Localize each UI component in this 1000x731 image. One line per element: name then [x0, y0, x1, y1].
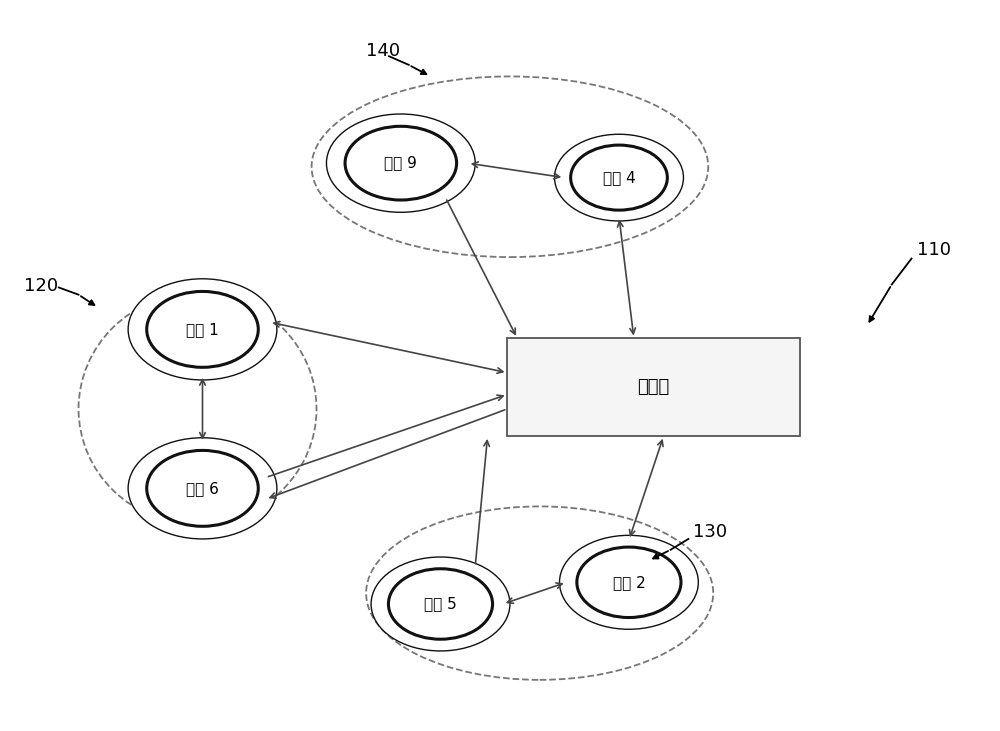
Bar — [507, 338, 800, 436]
Text: 节点 4: 节点 4 — [603, 170, 635, 185]
Ellipse shape — [555, 135, 683, 221]
Ellipse shape — [371, 557, 510, 651]
Text: 130: 130 — [693, 523, 728, 541]
Text: 节点 5: 节点 5 — [424, 596, 457, 611]
Text: 节点 9: 节点 9 — [384, 156, 417, 170]
Ellipse shape — [128, 438, 277, 539]
Ellipse shape — [128, 279, 277, 380]
Text: 节点 6: 节点 6 — [186, 481, 219, 496]
Ellipse shape — [560, 535, 698, 629]
Text: 120: 120 — [24, 277, 58, 295]
Text: 节点 1: 节点 1 — [186, 322, 219, 337]
Text: 140: 140 — [366, 42, 400, 60]
Text: 节点 2: 节点 2 — [613, 575, 645, 590]
Ellipse shape — [326, 114, 475, 212]
Text: 110: 110 — [917, 241, 951, 259]
Text: 主节点: 主节点 — [638, 378, 670, 396]
